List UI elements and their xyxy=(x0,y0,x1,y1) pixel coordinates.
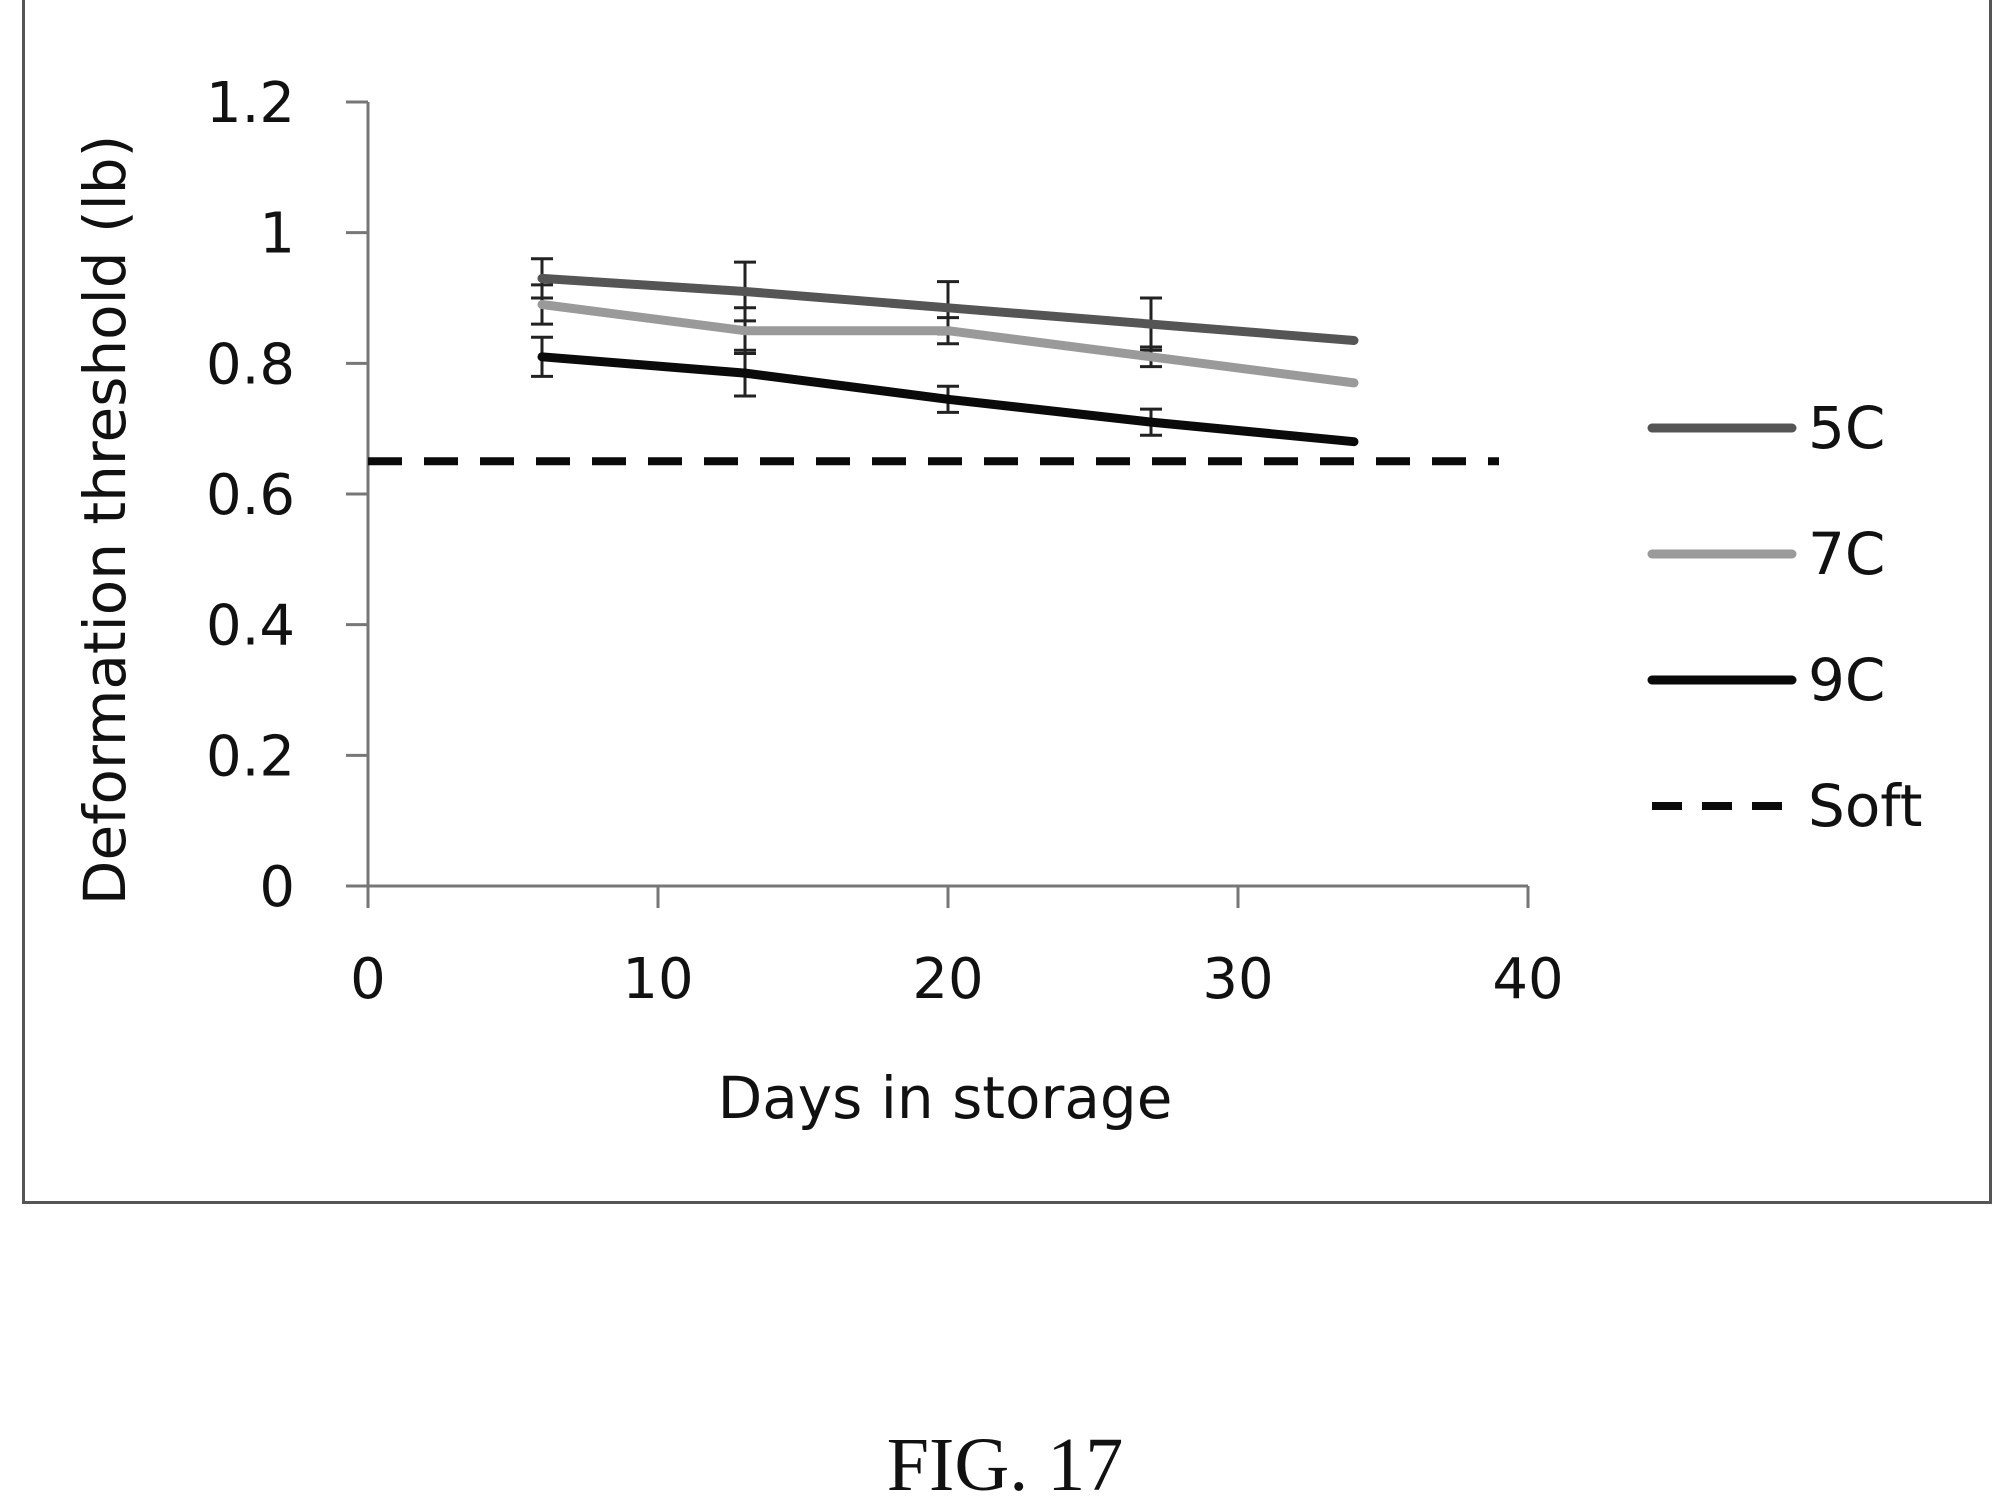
legend-label-7c: 7C xyxy=(1808,520,1885,588)
series-line-9c xyxy=(537,352,1359,447)
legend: 5C 7C 9C Soft xyxy=(1647,394,1922,840)
y-tick-label: 1 xyxy=(259,202,295,267)
x-tick-label: 0 xyxy=(350,947,386,1012)
series-line-5c xyxy=(537,273,1359,345)
y-tick-label: 0 xyxy=(259,855,295,920)
figure-frame xyxy=(22,0,1992,1204)
chart: 0 0.2 0.4 0.6 0.8 1 1.2 0 10 20 30 40 5C 7C 9C Soft Da… xyxy=(71,71,1922,1132)
series-lines xyxy=(368,273,1499,466)
figure-caption: FIG. 17 xyxy=(886,1423,1124,1507)
y-tick-label: 0.2 xyxy=(206,724,295,789)
x-tick-label: 10 xyxy=(622,947,693,1012)
y-tick-label: 0.4 xyxy=(206,594,295,659)
y-tick-label: 0.6 xyxy=(206,463,295,528)
y-axis-title: Deformation threshold (lb) xyxy=(71,135,139,905)
legend-label-9c: 9C xyxy=(1808,646,1885,714)
x-tick-label: 30 xyxy=(1202,947,1273,1012)
y-tick-label: 1.2 xyxy=(206,71,295,136)
x-tick-label: 40 xyxy=(1492,947,1563,1012)
x-axis-title: Days in storage xyxy=(718,1064,1173,1132)
y-tick-label: 0.8 xyxy=(206,332,295,397)
legend-label-soft: Soft xyxy=(1808,772,1922,840)
series-line-7c xyxy=(537,300,1359,388)
axes: 0 0.2 0.4 0.6 0.8 1 1.2 0 10 20 30 40 xyxy=(206,71,1564,1012)
legend-label-5c: 5C xyxy=(1808,394,1885,462)
x-tick-label: 20 xyxy=(912,947,983,1012)
